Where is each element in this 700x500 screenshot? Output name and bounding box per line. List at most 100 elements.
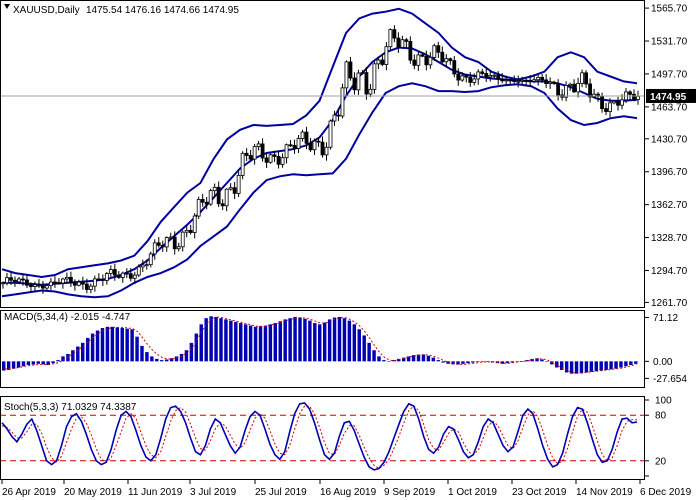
macd-bar [243,324,248,362]
macd-bar [293,316,297,362]
x-tick-label: 11 Jun 2019 [128,487,183,498]
panel-frame [0,396,645,480]
macd-bar [505,361,510,364]
macd-bar [545,361,549,362]
macd-bar [589,361,594,372]
macd-bar [337,316,342,362]
macd-bar [318,324,322,362]
x-tick-label: 16 Aug 2019 [320,487,377,498]
macd-bar [234,321,238,362]
macd-bar [569,361,574,374]
macd-bar [382,360,386,362]
macd-bar [599,361,603,371]
candle-body [352,77,357,91]
macd-bar [90,333,95,362]
candle-body [532,79,537,82]
candle-body [204,201,209,205]
candle-body [432,45,437,58]
macd-bar [278,321,282,362]
candle-body [284,144,289,159]
macd-tick-label: 0.00 [653,357,673,368]
macd-bar [56,360,60,362]
macd-bar [352,324,357,362]
candle-body [132,274,137,279]
macd-bar [81,342,85,362]
candle-body [608,102,612,112]
candle-body [220,203,225,207]
candle-body [164,237,169,248]
candle-body [632,93,636,100]
candle-body [96,278,101,281]
y-tick-label: 1497.70 [651,69,688,80]
macd-bar [204,318,208,362]
candle-body [45,285,49,289]
macd-bar [520,361,524,362]
macd-title: MACD(5,34,4) -2.015 -4.747 [4,312,131,323]
x-tick-label: 23 Oct 2019 [512,487,567,498]
candle-body [200,199,205,203]
candle-body [460,75,465,81]
macd-bar [362,335,366,362]
candle-body [556,82,561,96]
candle-body [452,60,457,75]
candle-body [17,278,21,283]
macd-bar [426,355,431,362]
x-tick-label: 1 Oct 2019 [448,487,497,498]
macd-bar [248,325,253,362]
macd-bar [619,361,623,368]
candle-body [340,87,345,117]
candle-body [104,273,109,281]
macd-bar [224,319,228,362]
candle-body [420,54,425,57]
candle-body [576,83,580,93]
candle-body [292,144,297,149]
macd-bar [258,326,263,362]
candle-body [64,276,69,280]
stoch-k-line [1,402,638,471]
y-tick-label: 1463.70 [651,102,688,113]
candle-body [316,140,321,143]
candle-body [296,138,301,149]
candle-body [360,72,365,75]
macd-bar [209,316,213,362]
macd-bar [283,319,287,362]
candle-body [192,215,197,233]
macd-bar [510,361,515,363]
macd-bar [16,361,21,368]
candle-body [332,114,337,122]
macd-bar [322,322,327,362]
candle-body [320,141,325,156]
macd-bar [110,326,115,362]
candle-body [448,58,453,61]
candle-body [628,91,632,95]
macd-bar [535,358,539,362]
bollinger-upper-line [1,7,638,279]
candle-body [260,143,265,159]
candle-body [488,74,493,78]
macd-bar [604,361,608,370]
candle-body [620,99,624,106]
candle-body [580,72,584,84]
macd-bar [253,326,258,362]
candle-body [604,108,608,112]
panel-frame [0,310,645,388]
candle-body [516,80,521,83]
candle-body [636,95,640,100]
macd-bar [179,353,184,362]
macd-bar [579,361,584,374]
macd-bar [169,358,174,362]
candle-body [572,83,577,93]
y-tick-label: 1565.70 [651,4,688,15]
x-tick-label: 25 Jul 2019 [255,487,307,498]
macd-bar [125,328,129,362]
candle-body [324,146,329,156]
candle-body [528,79,533,82]
macd-bar [155,358,159,362]
macd-bar [130,329,134,362]
candle-body [564,85,569,98]
x-tick-label: 14 Nov 2019 [576,487,633,498]
candle-body [396,37,401,48]
macd-bar [451,361,455,365]
y-tick-label: 1294.70 [651,266,688,277]
